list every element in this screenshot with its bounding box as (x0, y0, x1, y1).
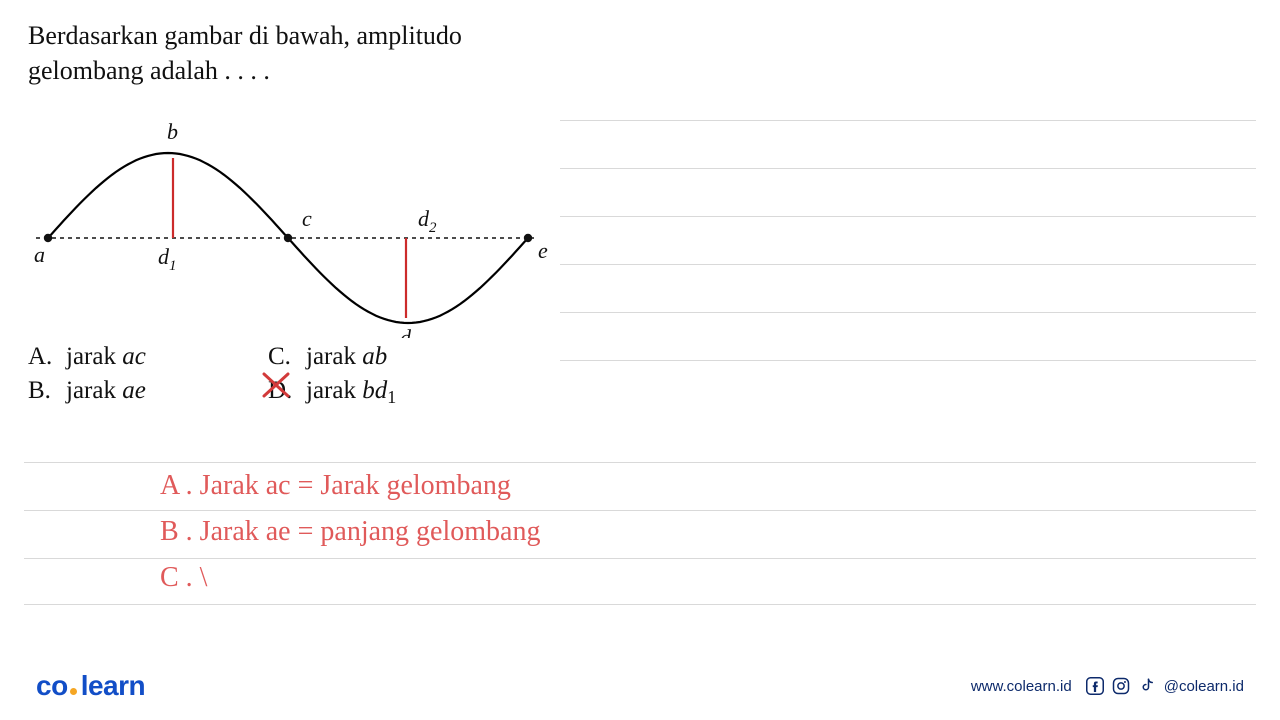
option-c: C. jarak ab (268, 340, 508, 374)
question-line-1: Berdasarkan gambar di bawah, amplitudo (28, 18, 1252, 53)
logo: colearn (36, 670, 145, 702)
option-a: A. jarak ac (28, 340, 268, 374)
logo-learn: learn (81, 670, 145, 701)
option-a-letter: A. (28, 340, 66, 374)
wave-diagram: d1 d2 a b c d e (28, 98, 548, 338)
svg-text:c: c (302, 206, 312, 231)
svg-text:b: b (167, 119, 178, 144)
option-b-text: jarak ae (66, 374, 146, 408)
handwritten-note: B . Jarak ae = panjang gelombang (160, 516, 540, 548)
svg-text:d1: d1 (158, 244, 176, 274)
logo-dot-icon (68, 668, 81, 699)
svg-text:a: a (34, 242, 45, 267)
footer: colearn www.colearn.id @colearn.id (0, 670, 1280, 702)
handwritten-note: A . Jarak ac = Jarak gelombang (160, 470, 511, 502)
option-d: D. jarak bd1 (268, 374, 508, 408)
handwritten-note: C . \ (160, 562, 207, 594)
cross-icon (262, 370, 298, 400)
facebook-icon (1086, 677, 1104, 695)
option-c-text: jarak ab (306, 340, 387, 374)
svg-text:d2: d2 (418, 206, 437, 236)
option-b: B. jarak ae (28, 374, 268, 408)
question-line-2: gelombang adalah . . . . (28, 53, 1252, 88)
social-icons: @colearn.id (1086, 677, 1244, 695)
option-b-letter: B. (28, 374, 66, 408)
svg-text:d: d (400, 325, 412, 338)
option-a-text: jarak ac (66, 340, 146, 374)
footer-url: www.colearn.id (971, 678, 1072, 695)
options: A. jarak ac B. jarak ae C. jarak ab D. (28, 340, 1252, 408)
svg-text:e: e (538, 238, 548, 263)
option-d-letter: D. (268, 374, 306, 408)
instagram-icon (1112, 677, 1130, 695)
footer-handle: @colearn.id (1164, 678, 1244, 695)
logo-co: co (36, 670, 68, 701)
tiktok-icon (1138, 677, 1156, 695)
option-d-text: jarak bd1 (306, 374, 396, 408)
option-c-letter: C. (268, 340, 306, 374)
